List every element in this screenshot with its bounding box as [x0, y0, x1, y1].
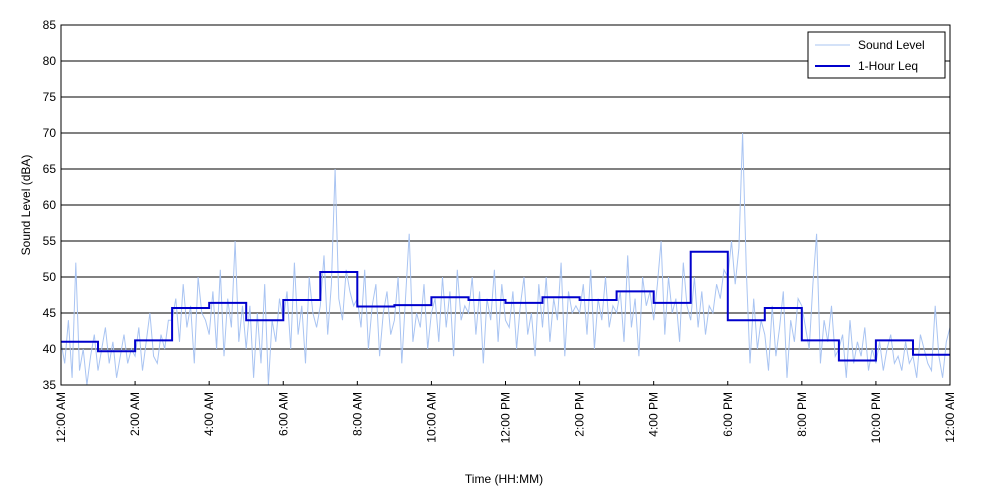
- x-tick-label: 4:00 AM: [202, 392, 216, 436]
- y-tick-label: 65: [43, 162, 57, 176]
- legend-label-1-hour-leq: 1-Hour Leq: [858, 59, 918, 73]
- y-tick-label: 60: [43, 198, 57, 212]
- x-tick-label: 8:00 AM: [350, 392, 364, 436]
- x-tick-label: 2:00 AM: [128, 392, 142, 436]
- y-tick-label: 35: [43, 378, 57, 392]
- y-axis-label: Sound Level (dBA): [19, 155, 33, 256]
- series-line-sound-level: [60, 132, 951, 386]
- legend: Sound Level 1-Hour Leq: [807, 31, 946, 79]
- x-tick-label: 10:00 AM: [424, 392, 438, 443]
- y-tick-label: 75: [43, 90, 57, 104]
- legend-label-sound-level: Sound Level: [858, 38, 925, 52]
- series-line-1-hour-leq: [61, 250, 950, 362]
- x-tick-label: 10:00 PM: [869, 392, 883, 443]
- series-layer: [60, 132, 951, 386]
- x-tick-label: 12:00 AM: [54, 392, 68, 443]
- x-tick-label: 2:00 PM: [573, 392, 587, 437]
- legend-box: [807, 31, 946, 79]
- y-tick-label: 40: [43, 342, 57, 356]
- x-tick-label: 6:00 AM: [276, 392, 290, 436]
- x-tick-label: 6:00 PM: [721, 392, 735, 437]
- x-tick-label: 12:00 PM: [499, 392, 513, 443]
- y-tick-label: 85: [43, 18, 57, 32]
- x-axis-label: Time (HH:MM): [465, 472, 543, 486]
- y-tick-label: 50: [43, 270, 57, 284]
- x-axis-ticks: 12:00 AM 2:00 AM 4:00 AM 6:00 AM 8:00 AM 10:0…: [54, 381, 957, 443]
- x-tick-label: 4:00 PM: [647, 392, 661, 437]
- x-tick-label: 12:00 AM: [943, 392, 957, 443]
- grid-lines: [61, 60, 950, 350]
- y-tick-label: 70: [43, 126, 57, 140]
- y-tick-label: 45: [43, 306, 57, 320]
- y-tick-label: 80: [43, 54, 57, 68]
- x-tick-label: 8:00 PM: [795, 392, 809, 437]
- y-axis-ticks: 35 40 45 50 55 60 65 70 75 80 85: [43, 18, 65, 392]
- y-tick-label: 55: [43, 234, 57, 248]
